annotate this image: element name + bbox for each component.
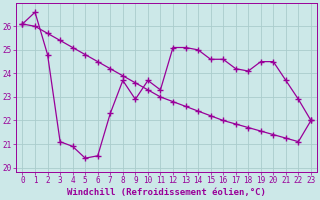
X-axis label: Windchill (Refroidissement éolien,°C): Windchill (Refroidissement éolien,°C) (67, 188, 266, 197)
